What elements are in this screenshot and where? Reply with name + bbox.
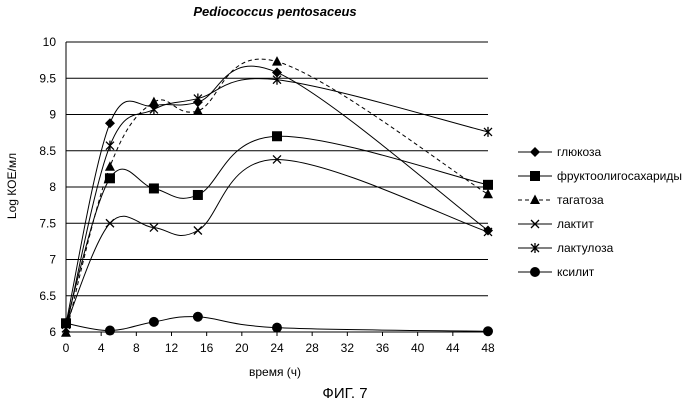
legend-item-2: тагатоза — [518, 193, 604, 207]
data-point-triangle — [272, 56, 282, 65]
data-point-triangle — [483, 189, 493, 199]
y-tick-label: 9.5 — [39, 71, 56, 85]
x-tick-label: 28 — [305, 341, 319, 355]
data-point-asterisk — [150, 104, 158, 114]
legend-label: лактулоза — [557, 241, 614, 255]
legend-label: лактит — [557, 217, 594, 231]
data-point-square — [105, 173, 115, 183]
data-point-diamond — [105, 118, 115, 128]
series-0 — [61, 66, 493, 328]
legend-item-3: лактит — [518, 217, 594, 231]
legend-marker-triangle — [530, 195, 540, 205]
y-tick-label: 6 — [49, 325, 56, 339]
x-tick-label: 48 — [481, 341, 495, 355]
x-tick-label: 8 — [133, 341, 140, 355]
x-tick-label: 44 — [446, 341, 460, 355]
x-tick-labels: 04812162024283236404448 — [63, 332, 495, 355]
data-point-square — [272, 131, 282, 141]
x-tick-label: 0 — [63, 341, 70, 355]
y-tick-label: 6.5 — [39, 289, 56, 303]
data-point-x — [194, 227, 202, 235]
y-tick-label: 9 — [49, 108, 56, 122]
series-layer — [61, 56, 493, 337]
legend-item-5: ксилит — [518, 265, 595, 279]
legend-marker-circle — [530, 267, 540, 277]
data-point-circle — [193, 312, 203, 322]
data-point-triangle — [193, 105, 203, 115]
series-line-0 — [66, 66, 488, 323]
chart-title: Pediococcus pentosaceus — [193, 4, 356, 19]
x-tick-label: 36 — [376, 341, 390, 355]
legend-label: фруктоолигосахариды — [557, 169, 682, 183]
data-point-asterisk — [484, 127, 492, 137]
x-tick-label: 40 — [411, 341, 425, 355]
series-2 — [61, 56, 493, 337]
legend-label: глюкоза — [557, 145, 602, 159]
data-point-circle — [149, 317, 159, 327]
legend-item-0: глюкоза — [518, 145, 602, 159]
y-tick-label: 10 — [43, 35, 57, 49]
data-point-asterisk — [106, 141, 114, 151]
series-4 — [62, 75, 492, 334]
legend-marker-square — [530, 171, 540, 181]
series-line-2 — [66, 59, 488, 333]
data-point-square — [193, 190, 203, 200]
series-5 — [61, 312, 493, 337]
y-tick-label: 8 — [49, 180, 56, 194]
series-line-4 — [66, 79, 488, 329]
series-line-1 — [66, 136, 488, 323]
y-axis-label: Log КОЕ/мл — [5, 153, 19, 219]
data-point-asterisk — [194, 94, 202, 104]
x-tick-label: 32 — [341, 341, 355, 355]
y-tick-label: 7.5 — [39, 216, 56, 230]
data-point-circle — [483, 326, 493, 336]
data-point-circle — [61, 318, 71, 328]
y-tick-label: 7 — [49, 253, 56, 267]
legend-marker-diamond — [530, 147, 540, 157]
data-point-square — [149, 183, 159, 193]
data-point-circle — [272, 323, 282, 333]
x-tick-label: 16 — [200, 341, 214, 355]
data-point-circle — [105, 326, 115, 336]
y-tick-labels: 6 6.5 7 7.5 8 8.5 9 9.5 10 — [39, 35, 56, 339]
y-tick-label: 8.5 — [39, 144, 56, 158]
x-tick-label: 20 — [235, 341, 249, 355]
legend: глюкоза фруктоолигосахариды тагатоза лактит… — [518, 145, 682, 279]
x-axis-label: время (ч) — [249, 365, 301, 379]
line-chart: Pediococcus pentosaceus 6 6.5 7 7.5 8 8.5 9 9.5… — [0, 0, 699, 403]
x-tick-label: 12 — [165, 341, 179, 355]
legend-item-4: лактулоза — [518, 241, 614, 255]
data-point-triangle — [105, 161, 115, 171]
legend-item-1: фруктоолигосахариды — [518, 169, 682, 183]
x-tick-label: 4 — [98, 341, 105, 355]
x-tick-label: 24 — [270, 341, 284, 355]
legend-label: тагатоза — [557, 193, 604, 207]
series-line-3 — [66, 159, 488, 324]
series-1 — [61, 131, 493, 328]
legend-label: ксилит — [557, 265, 595, 279]
data-point-square — [483, 180, 493, 190]
figure-caption: ФИГ. 7 — [322, 385, 367, 402]
